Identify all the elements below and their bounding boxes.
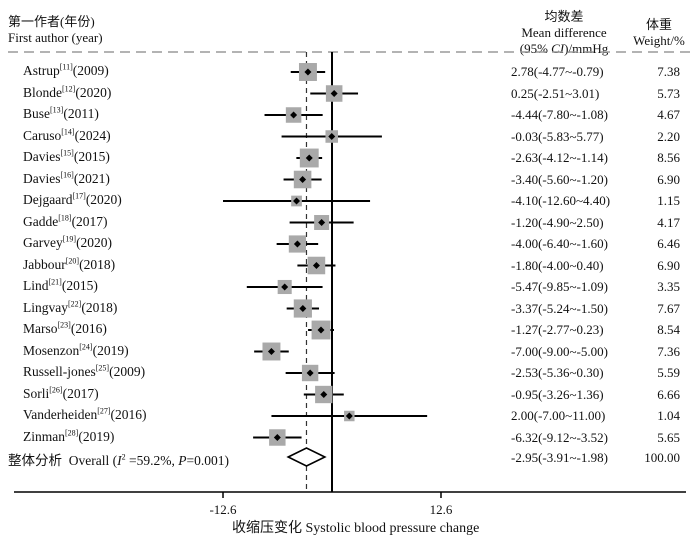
study-ci-text: -2.53(-5.36~0.30) [511,365,604,380]
study-point-estimate [304,68,312,76]
study-ci-text: -1.80(-4.00~0.40) [511,257,604,273]
study-label: Zinman[28](2019) [23,428,115,444]
study-point-estimate [267,348,275,355]
study-point-estimate [328,133,336,140]
study-weight: 7.67 [657,300,680,316]
study-label: Russell-jones[25](2009) [23,363,146,379]
study-ci-text: -4.00(-6.40~-1.60) [511,236,608,251]
study-label: Caruso[14](2024) [23,127,111,143]
study-ci-text: 0.25(-2.51~3.01) [511,85,600,101]
overall-ci: -2.95(-3.91~-1.98) [511,450,608,465]
study-point-estimate [305,154,313,162]
weight-header: 体重 Weight/% [624,17,694,49]
study-point-estimate [293,197,301,205]
study-point-estimate [330,90,338,97]
mean-difference-header-en: Mean difference [521,25,607,40]
study-ci-text: -0.95(-3.26~1.36) [511,386,604,402]
author-header-en: First author (year) [8,30,103,45]
study-weight: 6.90 [657,257,680,273]
study-weight: 7.38 [657,64,680,79]
overall-label: 整体分析 Overall (I2 =59.2%, P=0.001) [8,452,229,468]
study-label: Davies[16](2021) [23,170,110,186]
study-weight: 1.15 [657,193,680,208]
study-weight: 5.73 [657,85,680,101]
study-weight: 6.46 [657,236,680,251]
study-point-estimate [318,219,326,226]
study-label: Sorli[26](2017) [23,385,99,401]
study-ci-text: -3.40(-5.60~-1.20) [511,171,608,187]
study-point-estimate [320,391,328,398]
study-weight: 8.54 [657,322,680,337]
study-label: Gadde[18](2017) [23,213,108,229]
study-weight: 6.66 [657,386,680,402]
study-weight: 3.35 [657,279,680,294]
study-weight: 5.59 [657,365,680,380]
study-weight: 4.17 [657,214,680,230]
study-ci-text: -5.47(-9.85~-1.09) [511,279,608,294]
x-tick-label: -12.6 [209,502,237,517]
author-header: 第一作者(年份) First author (year) [8,14,103,46]
study-ci-text: -7.00(-9.00~-5.00) [511,343,608,359]
study-point-estimate [293,240,301,248]
author-header-cn: 第一作者(年份) [8,14,95,29]
study-point-estimate [312,262,320,269]
study-point-estimate [345,412,353,420]
study-label: Blonde[12](2020) [23,84,112,100]
study-ci-text: -1.27(-2.77~0.23) [511,322,604,337]
study-ci-text: -4.44(-7.80~-1.08) [511,107,608,122]
study-point-estimate [299,305,307,312]
study-label: Mosenzon[24](2019) [23,342,129,358]
study-label: Jabbour[20](2018) [23,256,116,272]
study-label: Marso[23](2016) [23,320,107,336]
study-weight: 6.90 [657,171,680,187]
x-axis-title: 收缩压变化 Systolic blood pressure change [232,521,480,536]
study-label: Lind[21](2015) [23,277,98,293]
study-label: Davies[15](2015) [23,148,110,164]
study-label: Lingvay[22](2018) [23,299,118,315]
study-label: Vanderheiden[27](2016) [23,406,147,422]
study-point-estimate [299,176,307,183]
study-point-estimate [290,111,298,119]
study-ci-text: -2.63(-4.12~-1.14) [511,150,608,165]
study-point-estimate [281,283,289,291]
study-ci-text: -1.20(-4.90~2.50) [511,214,604,230]
weight-header-cn: 体重 [645,17,672,32]
study-weight: 7.36 [657,343,680,359]
overall-weight: 100.00 [644,450,680,465]
x-tick-label: 12.6 [430,502,453,517]
mean-difference-header-cn: 均数差 [544,9,584,24]
study-point-estimate [273,434,281,441]
study-weight: 4.67 [657,107,680,122]
study-point-estimate [306,369,314,377]
weight-header-en: Weight/% [633,33,685,48]
study-label: Buse[13](2011) [23,105,99,121]
study-weight: 8.56 [657,150,680,165]
study-weight: 5.65 [657,429,680,445]
study-ci-text: -4.10(-12.60~4.40) [511,193,611,208]
study-point-estimate [317,326,325,334]
study-weight: 2.20 [657,128,680,144]
study-label: Dejgaard[17](2020) [23,191,122,207]
study-ci-text: -3.37(-5.24~-1.50) [511,300,608,316]
study-label: Astrup[11](2009) [23,62,109,78]
study-ci-text: -6.32(-9.12~-3.52) [511,429,608,445]
pooled-diamond [286,447,327,467]
study-weight: 1.04 [657,408,680,423]
study-ci-text: 2.78(-4.77~-0.79) [511,64,604,79]
study-ci-text: 2.00(-7.00~11.00) [511,408,606,423]
study-ci-text: -0.03(-5.83~5.77) [511,128,604,144]
study-label: Garvey[19](2020) [23,234,113,250]
